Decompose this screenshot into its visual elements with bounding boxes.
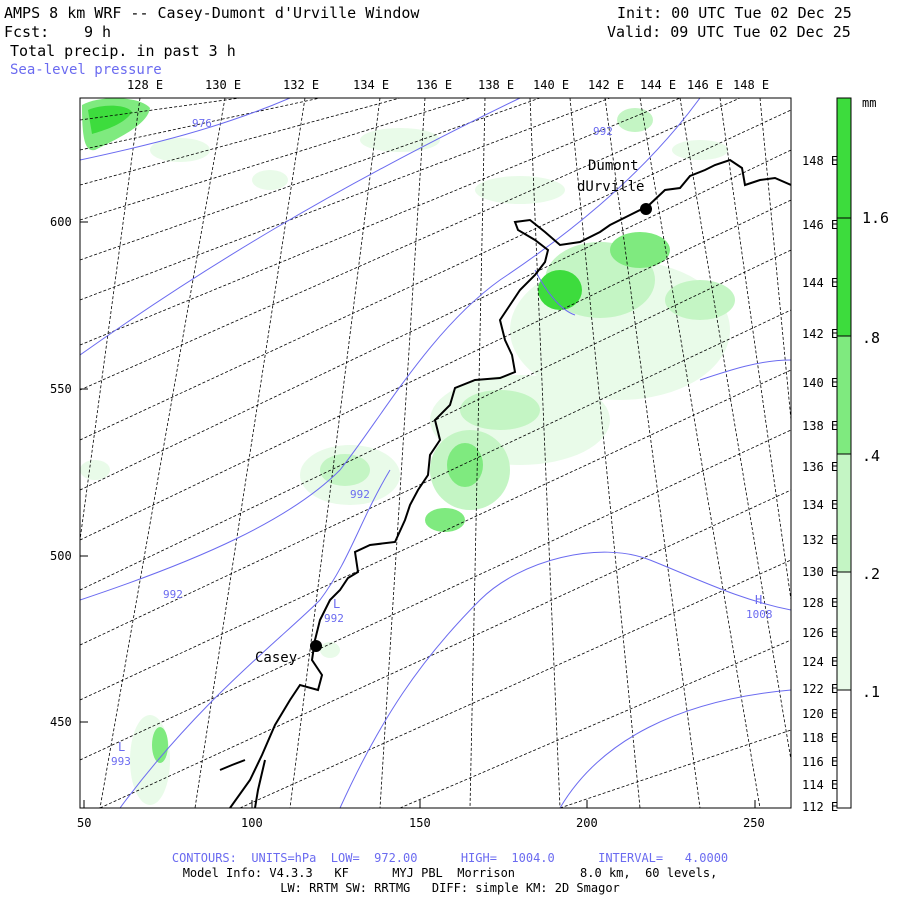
casey-label: Casey bbox=[255, 650, 298, 666]
left-axis-label: 450 bbox=[50, 715, 72, 729]
left-axis-ticks bbox=[80, 221, 88, 723]
dumont-station-marker bbox=[640, 203, 652, 215]
right-lon-label: 118 E bbox=[802, 731, 839, 745]
high-pressure-mark: H bbox=[755, 593, 763, 607]
bottom-axis-label: 150 bbox=[409, 816, 431, 830]
colorbar-level: .4 bbox=[862, 447, 881, 465]
top-lon-label: 140 E bbox=[533, 78, 570, 92]
map-frame bbox=[79, 97, 792, 809]
left-axis-label: 500 bbox=[50, 549, 72, 563]
colorbar-level: 1.6 bbox=[862, 209, 890, 227]
right-lon-label: 126 E bbox=[802, 626, 839, 640]
right-lon-label: 120 E bbox=[802, 707, 839, 721]
top-lon-label: 128 E bbox=[127, 78, 164, 92]
top-lon-label: 144 E bbox=[640, 78, 677, 92]
durville-label: dUrville bbox=[577, 179, 645, 195]
right-lon-label: 148 E bbox=[802, 154, 839, 168]
right-lon-label: 114 E bbox=[802, 778, 839, 792]
right-lon-label: 140 E bbox=[802, 376, 839, 390]
low-pressure-mark: L bbox=[118, 740, 126, 754]
colorbar-level: .8 bbox=[862, 329, 881, 347]
map-title: AMPS 8 km WRF -- Casey-Dumont d'Urville … bbox=[4, 4, 420, 22]
station-markers bbox=[310, 203, 652, 652]
field-label: Total precip. in past 3 h bbox=[10, 42, 236, 60]
overlay-label: Sea-level pressure bbox=[10, 62, 162, 78]
right-lon-label: 146 E bbox=[802, 218, 839, 232]
contour-label: 992 bbox=[163, 588, 183, 601]
high-pressure-value: 1008 bbox=[746, 608, 773, 621]
forecast-hour-label: Fcst: bbox=[4, 23, 50, 41]
init-time: Init: 00 UTC Tue 02 Dec 25 bbox=[617, 4, 852, 22]
right-lon-label: 130 E bbox=[802, 565, 839, 579]
bottom-axis-label: 200 bbox=[576, 816, 598, 830]
casey-station-marker bbox=[310, 640, 322, 652]
right-lon-label: 138 E bbox=[802, 419, 839, 433]
colorbar-band-5 bbox=[837, 98, 851, 218]
precip-shading bbox=[80, 98, 735, 805]
low-pressure-mark: L bbox=[333, 597, 341, 611]
top-lon-label: 132 E bbox=[283, 78, 320, 92]
contour-info: CONTOURS: UNITS=hPa LOW= 972.00 HIGH= 10… bbox=[171, 851, 729, 865]
bottom-axis-label: 250 bbox=[743, 816, 765, 830]
physics-info: LW: RRTM SW: RRTMG DIFF: simple KM: 2D S… bbox=[280, 881, 620, 895]
bottom-axis-label: 100 bbox=[241, 816, 263, 830]
colorbar-level: .2 bbox=[862, 565, 881, 583]
latlon-grid bbox=[80, 98, 791, 808]
top-lon-label: 136 E bbox=[416, 78, 453, 92]
right-lon-label: 122 E bbox=[802, 682, 839, 696]
low-pressure-value: 993 bbox=[111, 755, 131, 768]
top-lon-label: 130 E bbox=[205, 78, 242, 92]
dumont-label: Dumont bbox=[588, 158, 639, 174]
top-lon-label: 134 E bbox=[353, 78, 390, 92]
valid-time: Valid: 09 UTC Tue 02 Dec 25 bbox=[607, 23, 851, 41]
low-pressure-value: 992 bbox=[324, 612, 344, 625]
right-lon-label: 112 E bbox=[802, 800, 839, 814]
colorbar-level: .1 bbox=[862, 683, 881, 701]
right-lon-label: 116 E bbox=[802, 755, 839, 769]
pressure-contours bbox=[80, 98, 791, 808]
left-axis-label: 600 bbox=[50, 215, 72, 229]
right-lon-label: 144 E bbox=[802, 276, 839, 290]
colorbar-band-3 bbox=[837, 336, 851, 454]
colorbar-unit: mm bbox=[862, 96, 877, 110]
right-lon-label: 136 E bbox=[802, 460, 839, 474]
contour-label: 976 bbox=[192, 117, 212, 130]
model-info: Model Info: V4.3.3 KF MYJ PBL Morrison 8… bbox=[182, 866, 718, 880]
contour-label: 992 bbox=[350, 488, 370, 501]
top-lon-label: 146 E bbox=[687, 78, 724, 92]
top-lon-label: 138 E bbox=[478, 78, 515, 92]
forecast-hour-value: 9 h bbox=[84, 23, 112, 41]
left-axis-label: 550 bbox=[50, 382, 72, 396]
right-lon-label: 128 E bbox=[802, 596, 839, 610]
bottom-axis-label: 50 bbox=[77, 816, 92, 830]
right-lon-label: 142 E bbox=[802, 327, 839, 341]
top-lon-label: 142 E bbox=[588, 78, 625, 92]
coastline bbox=[219, 158, 791, 808]
contour-label: 992 bbox=[593, 125, 613, 138]
colorbar-band-0 bbox=[837, 690, 851, 808]
colorbar bbox=[836, 97, 852, 809]
colorbar-band-2 bbox=[837, 454, 851, 572]
colorbar-band-4 bbox=[837, 218, 851, 336]
right-lon-label: 124 E bbox=[802, 655, 839, 669]
right-lon-label: 132 E bbox=[802, 533, 839, 547]
bottom-axis-ticks bbox=[83, 800, 756, 808]
colorbar-band-1 bbox=[837, 572, 851, 690]
top-lon-label: 148 E bbox=[733, 78, 770, 92]
right-lon-label: 134 E bbox=[802, 498, 839, 512]
